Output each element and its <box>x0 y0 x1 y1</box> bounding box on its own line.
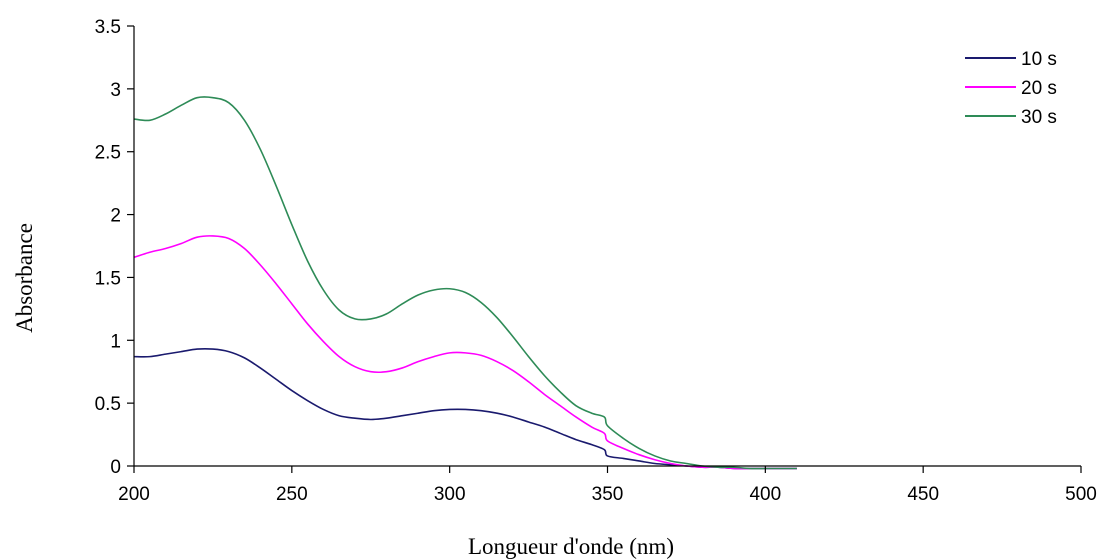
y-tick-label: 3.5 <box>95 17 121 38</box>
y-tick-label: 1 <box>110 331 121 352</box>
axes <box>133 26 1081 467</box>
series-line <box>133 96 797 470</box>
x-tick-label: 350 <box>592 484 624 505</box>
y-tick-label: 1.5 <box>95 268 121 289</box>
x-tick-label: 400 <box>749 484 781 505</box>
y-tick-label: 2 <box>110 206 121 227</box>
y-tick-label: 0 <box>110 457 121 478</box>
y-tick-label: 0.5 <box>95 394 121 415</box>
ticks: 200 250 300 350 400 450 500 0 0.5 1 1.5 2 2.5 3 3.5 <box>95 17 1097 505</box>
series-line <box>133 235 797 470</box>
legend: 10 s 20 s 30 s <box>965 49 1057 128</box>
legend-label: 10 s <box>1021 49 1057 70</box>
legend-label: 20 s <box>1021 78 1057 99</box>
x-tick-label: 500 <box>1065 484 1097 505</box>
x-tick-label: 450 <box>907 484 939 505</box>
series-line <box>133 347 797 470</box>
y-tick-label: 3 <box>110 80 121 101</box>
x-tick-label: 250 <box>276 484 308 505</box>
y-tick-label: 2.5 <box>95 143 121 164</box>
x-tick-label: 200 <box>118 484 150 505</box>
x-axis-title: Longueur d'onde (nm) <box>468 534 674 559</box>
y-axis-title: Absorbance <box>12 223 37 333</box>
legend-label: 30 s <box>1021 107 1057 128</box>
x-tick-label: 300 <box>434 484 466 505</box>
plot-lines <box>133 96 797 470</box>
